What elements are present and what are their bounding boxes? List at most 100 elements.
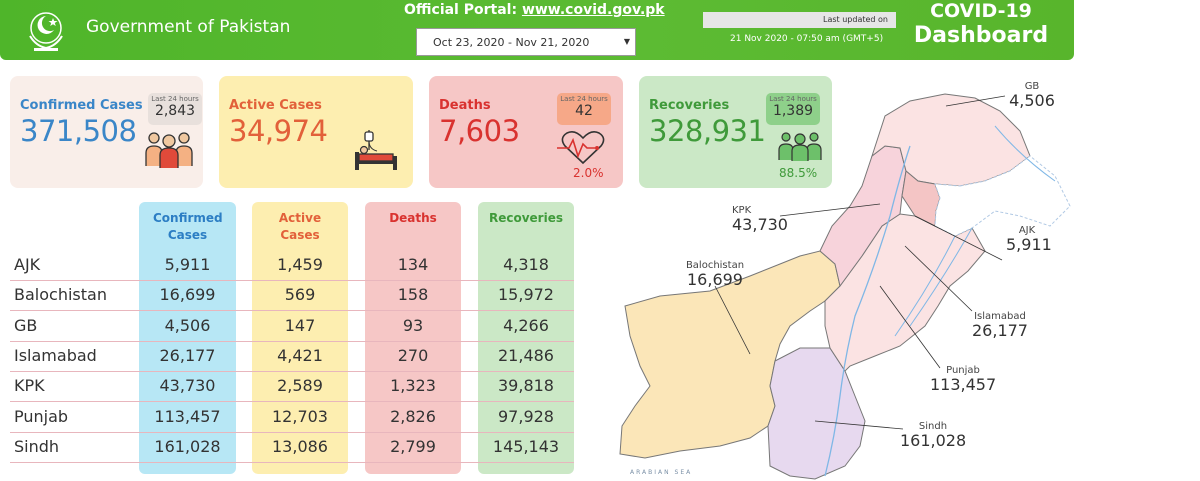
column-header-active[interactable]: Active Cases (278, 211, 322, 242)
region-name: Sindh (14, 436, 60, 456)
map-label-gb: GB 4,506 (1004, 81, 1060, 110)
dashboard-title: COVID-19 Dashboard (912, 0, 1050, 48)
deaths-value: 7,603 (439, 114, 520, 148)
active-cell: 13,086 (272, 436, 328, 456)
death-rate: 2.0% (573, 166, 604, 180)
confirmed-cell: 161,028 (154, 436, 221, 456)
date-range-select[interactable]: Oct 23, 2020 - Nov 21, 2020 ▼ (416, 28, 636, 56)
map-region-border-disputed (934, 155, 1071, 237)
table-row: GB 4,506 147 93 4,266 (10, 312, 574, 342)
active-cell: 4,421 (277, 345, 323, 365)
deaths-cell: 134 (397, 255, 429, 274)
map-label-punjab-name: Punjab (946, 365, 980, 376)
sea-label: ARABIAN SEA (630, 469, 692, 476)
confirmed-cell: 16,699 (159, 285, 216, 305)
confirmed-label: Confirmed Cases (20, 98, 143, 113)
region-name: Punjab (14, 406, 69, 426)
confirmed-cell: 4,506 (164, 315, 211, 335)
recoveries-cell: 15,972 (498, 285, 554, 305)
recoveries-label: Recoveries (649, 98, 730, 113)
map-label-kpk-value: 43,730 (732, 214, 788, 234)
region-name: GB (14, 315, 38, 335)
recoveries-card: Recoveries 328,931 Last 24 hours 1,389 8… (639, 76, 832, 188)
deaths-cell: 2,826 (390, 406, 436, 426)
recovered-people-icon (778, 132, 822, 161)
region-name: Islamabad (14, 345, 97, 365)
last24-value: 42 (575, 103, 593, 119)
hospital-bed-icon (355, 130, 397, 170)
map-label-islamabad: Islamabad 26,177 (968, 311, 1032, 340)
table-row: AJK 5,911 1,459 134 4,318 (10, 251, 574, 281)
confirmed-cases-card: Confirmed Cases 371,508 Last 24 hours 2,… (10, 76, 203, 188)
confirmed-cell: 5,911 (164, 255, 211, 274)
deaths-cell: 93 (402, 315, 424, 335)
deaths-cell: 270 (397, 345, 429, 365)
region-name: AJK (14, 255, 41, 274)
map-label-balochistan-value: 16,699 (687, 269, 743, 289)
dashboard-title-line1: COVID-19 (930, 0, 1032, 22)
deaths-column-bg (365, 202, 461, 474)
recoveries-cell: 97,928 (498, 406, 554, 426)
column-header-recoveries[interactable]: Recoveries (488, 211, 563, 225)
government-title: Government of Pakistan (86, 17, 291, 37)
map-label-punjab: Punjab 113,457 (930, 365, 997, 394)
last24-label: Last 24 hours (151, 95, 199, 103)
last24-label: Last 24 hours (560, 95, 608, 103)
recoveries-cell: 145,143 (492, 436, 560, 456)
portal-label: Official Portal: (404, 2, 518, 18)
map-label-gb-name: GB (1024, 81, 1040, 92)
pakistan-map-svg: ARABIAN SEA (619, 93, 1071, 480)
active-cell: 1,459 (277, 255, 323, 274)
table-row: KPK 43,730 2,589 1,323 39,818 (10, 372, 574, 403)
people-group-icon (145, 132, 193, 168)
confirmed-value: 371,508 (20, 114, 137, 148)
map-label-ajk-name: AJK (1018, 225, 1036, 236)
region-name: Balochistan (14, 285, 107, 305)
deaths-label: Deaths (439, 98, 491, 113)
table-row: Punjab 113,457 12,703 2,826 97,928 (10, 403, 574, 433)
map-label-punjab-value: 113,457 (930, 374, 997, 394)
indus-river (824, 145, 911, 477)
map-region-sindh (767, 347, 866, 480)
recovery-rate: 88.5% (779, 166, 818, 180)
portal-link[interactable]: www.covid.gov.pk (521, 2, 665, 18)
map-label-kpk: KPK 43,730 (732, 205, 788, 234)
active-cell: 147 (284, 315, 316, 335)
active-cases-card: Active Cases 34,974 (219, 76, 413, 188)
recoveries-cell: 4,266 (503, 315, 549, 335)
column-header-deaths[interactable]: Deaths (389, 211, 437, 225)
pakistan-map: ARABIAN SEA GB 4,506 KPK 43,730 AJK 5,91… (600, 81, 1080, 481)
map-label-islamabad-name: Islamabad (974, 311, 1026, 322)
map-label-gb-value: 4,506 (1009, 90, 1055, 110)
heartbeat-icon (557, 131, 605, 165)
table-row: Sindh 161,028 13,086 2,799 145,143 (10, 433, 574, 463)
deaths-last24-badge: Last 24 hours 42 (557, 93, 611, 125)
recoveries-last24-badge: Last 24 hours 1,389 (766, 93, 820, 125)
map-region-punjab (824, 213, 986, 372)
pakistan-emblem-icon (29, 12, 63, 51)
deaths-cell: 158 (397, 285, 429, 305)
confirmed-cell: 26,177 (159, 345, 216, 365)
active-value: 34,974 (229, 114, 328, 148)
header-bar: Government of Pakistan Official Portal: … (0, 0, 1074, 60)
confirmed-cell: 43,730 (159, 376, 216, 396)
active-cell: 569 (284, 285, 316, 305)
column-header-confirmed[interactable]: Confirmed Cases (153, 211, 223, 242)
map-label-sindh-value: 161,028 (900, 430, 967, 450)
last24-value: 2,843 (154, 103, 196, 119)
last24-label: Last 24 hours (769, 95, 817, 103)
active-cell: 12,703 (272, 406, 328, 426)
last-updated-value: 21 Nov 2020 - 07:50 am (GMT+5) (730, 34, 884, 44)
map-label-islamabad-value: 26,177 (972, 320, 1028, 340)
table-row: Islamabad 26,177 4,421 270 21,486 (10, 342, 574, 372)
deaths-cell: 1,323 (390, 376, 436, 396)
recoveries-cell: 4,318 (503, 255, 549, 274)
map-label-ajk-value: 5,911 (1006, 234, 1052, 254)
last24-value: 1,389 (772, 103, 814, 119)
last-updated-label: Last updated on (703, 12, 896, 28)
map-label-sindh-name: Sindh (918, 421, 948, 432)
map-label-balochistan-name: Balochistan (685, 260, 745, 271)
map-label-sindh: Sindh 161,028 (900, 421, 967, 450)
active-column-bg (252, 202, 348, 474)
active-cell: 2,589 (277, 376, 323, 396)
